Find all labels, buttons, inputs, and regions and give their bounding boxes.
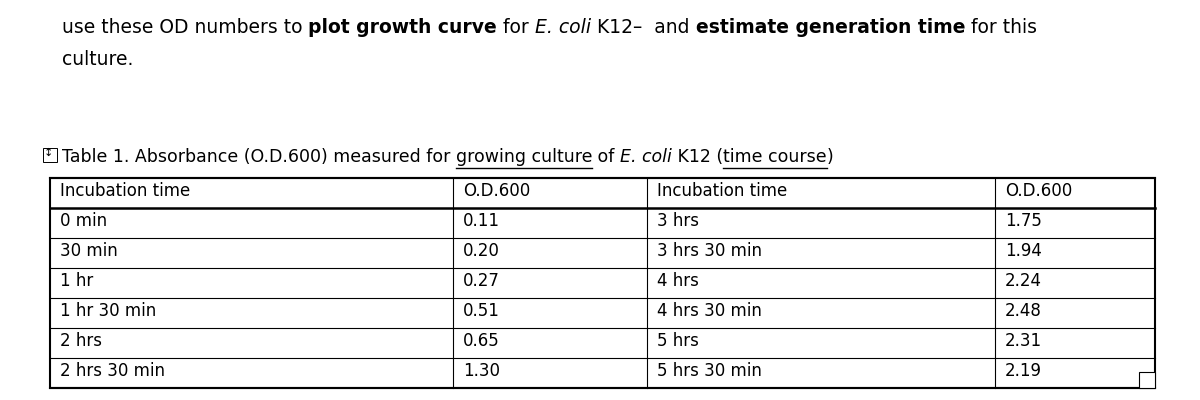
Text: 5 hrs: 5 hrs xyxy=(656,332,698,350)
Text: 3 hrs 30 min: 3 hrs 30 min xyxy=(656,242,762,260)
Text: plot growth curve: plot growth curve xyxy=(308,18,497,37)
Text: O.D.600: O.D.600 xyxy=(463,182,530,200)
Text: use these OD numbers to: use these OD numbers to xyxy=(62,18,308,37)
Text: 5 hrs 30 min: 5 hrs 30 min xyxy=(656,362,762,380)
Text: growing culture: growing culture xyxy=(456,148,593,166)
Text: Incubation time: Incubation time xyxy=(60,182,191,200)
Text: 2 hrs: 2 hrs xyxy=(60,332,102,350)
Bar xyxy=(50,178,1154,388)
Text: K12 (: K12 ( xyxy=(672,148,724,166)
Bar xyxy=(43,148,58,162)
Text: 2.31: 2.31 xyxy=(1004,332,1042,350)
Text: 4 hrs: 4 hrs xyxy=(656,272,698,290)
Text: 2.48: 2.48 xyxy=(1004,302,1042,320)
Text: 0 min: 0 min xyxy=(60,212,107,230)
Text: ): ) xyxy=(827,148,834,166)
Text: 3 hrs: 3 hrs xyxy=(656,212,698,230)
Text: 1.30: 1.30 xyxy=(463,362,500,380)
Text: K12–  and: K12– and xyxy=(592,18,696,37)
Text: 30 min: 30 min xyxy=(60,242,118,260)
Text: O.D.600: O.D.600 xyxy=(1004,182,1072,200)
Text: for: for xyxy=(497,18,535,37)
Text: 4 hrs 30 min: 4 hrs 30 min xyxy=(656,302,762,320)
Text: for this: for this xyxy=(965,18,1037,37)
Text: 1.75: 1.75 xyxy=(1004,212,1042,230)
Text: Table 1. Absorbance (O.D.600) measured for: Table 1. Absorbance (O.D.600) measured f… xyxy=(62,148,456,166)
Text: ↕: ↕ xyxy=(44,148,53,158)
Text: 0.65: 0.65 xyxy=(463,332,500,350)
Text: time course: time course xyxy=(724,148,827,166)
Text: 2.24: 2.24 xyxy=(1004,272,1042,290)
Bar xyxy=(1139,372,1154,388)
Text: 1.94: 1.94 xyxy=(1004,242,1042,260)
Text: Incubation time: Incubation time xyxy=(656,182,787,200)
Text: 1 hr 30 min: 1 hr 30 min xyxy=(60,302,156,320)
Text: 1 hr: 1 hr xyxy=(60,272,94,290)
Text: 0.11: 0.11 xyxy=(463,212,500,230)
Text: estimate generation time: estimate generation time xyxy=(696,18,965,37)
Text: 2.19: 2.19 xyxy=(1004,362,1042,380)
Text: culture.: culture. xyxy=(62,50,133,69)
Text: E. coli: E. coli xyxy=(535,18,592,37)
Text: 2 hrs 30 min: 2 hrs 30 min xyxy=(60,362,166,380)
Text: 0.51: 0.51 xyxy=(463,302,500,320)
Text: 0.27: 0.27 xyxy=(463,272,500,290)
Text: E. coli: E. coli xyxy=(620,148,672,166)
Text: of: of xyxy=(593,148,620,166)
Text: 0.20: 0.20 xyxy=(463,242,500,260)
